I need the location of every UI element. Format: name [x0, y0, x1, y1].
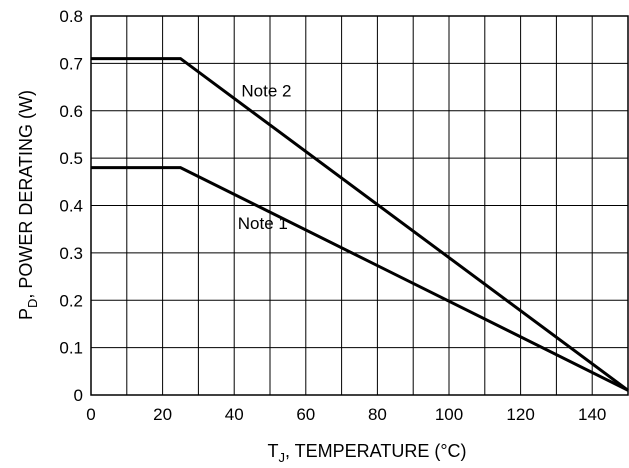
x-tick-label: 140: [578, 405, 606, 424]
y-tick-label: 0.5: [59, 149, 83, 168]
y-axis-title-sub: D: [25, 299, 40, 308]
x-tick-label: 100: [435, 405, 463, 424]
plot-frame: [90, 15, 629, 396]
annotation-note-1: Note 1: [238, 214, 288, 233]
series-line-note-1: [91, 166, 629, 392]
x-tick-labels: 0 20 40 60 80 100 120 140: [86, 405, 606, 424]
y-tick-label: 0.1: [59, 339, 83, 358]
x-tick-label: 120: [506, 405, 534, 424]
y-axis-title: PD, POWER DERATING (W): [16, 90, 40, 320]
y-tick-label: 0.2: [59, 291, 83, 310]
x-tick-label: 40: [225, 405, 244, 424]
y-tick-label: 0: [74, 386, 83, 405]
x-tick-label: 60: [296, 405, 315, 424]
x-axis-title-main: T: [267, 441, 278, 461]
x-tick-label: 0: [86, 405, 95, 424]
y-tick-label: 0.6: [59, 102, 83, 121]
y-axis-title-rest: , POWER DERATING (W): [16, 90, 36, 299]
y-tick-label: 0.4: [59, 197, 83, 216]
y-tick-labels: 0 0.1 0.2 0.3 0.4 0.5 0.6 0.7 0.8: [59, 7, 83, 405]
annotation-note-2: Note 2: [241, 82, 291, 101]
x-axis-title: TJ, TEMPERATURE (°C): [267, 441, 466, 465]
x-tick-label: 80: [368, 405, 387, 424]
y-tick-label: 0.7: [59, 54, 83, 73]
series-line-note-2: [91, 57, 629, 392]
y-axis-title-main: P: [16, 308, 36, 320]
y-tick-label: 0.3: [59, 244, 83, 263]
series-layer: [91, 57, 629, 392]
x-axis-title-rest: , TEMPERATURE (°C): [285, 441, 467, 461]
y-tick-label: 0.8: [59, 7, 83, 26]
x-axis-title-sub: J: [278, 450, 285, 465]
grid-layer: [91, 16, 628, 395]
annotation-layer: Note 2 Note 1: [238, 82, 292, 234]
x-tick-label: 20: [153, 405, 172, 424]
